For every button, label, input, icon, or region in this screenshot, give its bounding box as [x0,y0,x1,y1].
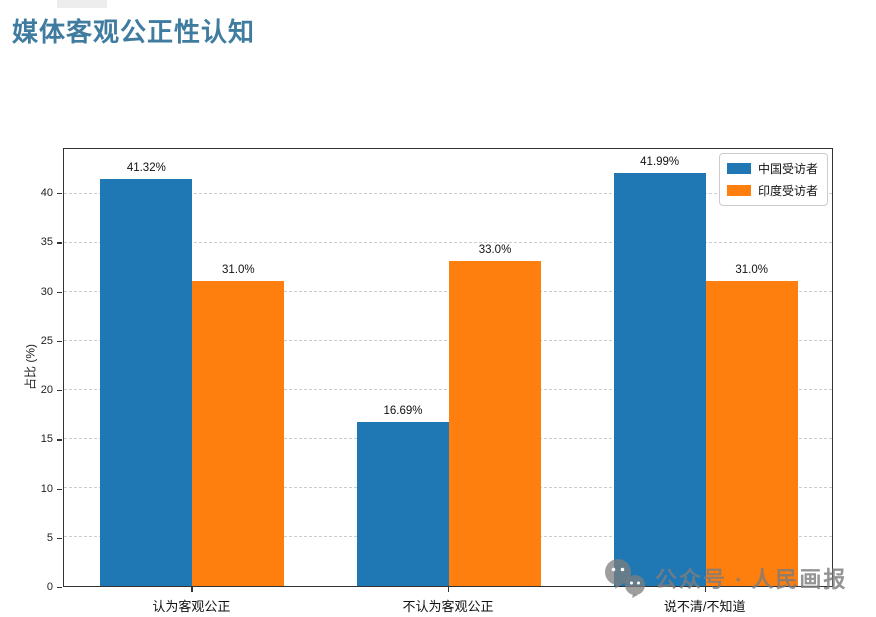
bar-value-label: 16.69% [383,404,423,417]
y-tick-mark [57,488,62,490]
y-tick-label-5: 5 [46,531,53,544]
bar-value-label: 31.0% [735,263,768,276]
x-tick-label-0: 认为客观公正 [152,599,231,614]
x-tick-mark [191,587,193,592]
legend-label: 印度受访者 [757,184,818,198]
bar-value-label: 41.32% [126,162,166,175]
bar-印度受访者-说不清/不知道 [705,280,798,586]
y-tick-label-30: 30 [40,285,53,298]
y-tick-label-0: 0 [46,581,53,593]
gridline-35 [64,242,832,244]
screenshot-artifact [57,0,107,8]
gridline-25 [64,340,832,342]
legend-label: 中国受访者 [757,162,818,176]
page-title: 媒体客观公正性认知 [12,18,256,47]
x-tick-label-2: 说不清/不知道 [663,599,746,614]
legend-item-印度受访者: 印度受访者 [726,182,818,199]
y-tick-label-15: 15 [40,433,53,446]
y-tick-label-25: 25 [40,334,53,347]
bar-印度受访者-认为客观公正 [192,280,285,586]
bar-中国受访者-不认为客观公正 [357,421,449,586]
x-tick-mark [448,587,450,592]
bar-印度受访者-不认为客观公正 [449,261,541,586]
y-tick-mark [57,439,62,441]
gridline-40 [64,193,832,195]
bar-value-label: 33.0% [478,244,512,257]
bar-中国受访者-认为客观公正 [100,179,193,586]
y-tick-label-40: 40 [40,187,53,200]
y-axis-title: 占比 (%) [23,344,38,390]
plot-area: 41.32% 31.0% 16.69% 33.0% 41.99% 31.0% 中国受访者印… [63,148,833,587]
y-tick-label-35: 35 [40,236,53,249]
bar-中国受访者-说不清/不知道 [613,172,706,586]
legend: 中国受访者印度受访者 [718,153,828,206]
bar-value-label: 31.0% [222,263,255,276]
wechat-logo-icon [605,559,645,598]
gridline-30 [64,291,832,293]
watermark-text: 公众号 · 人民画报 [655,567,848,592]
gridline-20 [64,389,832,391]
y-tick-mark [57,340,62,343]
y-tick-label-10: 10 [40,482,53,495]
y-tick-mark [57,390,62,392]
legend-swatch [726,163,751,174]
legend-item-中国受访者: 中国受访者 [726,160,818,177]
x-tick-mark [704,587,706,592]
x-tick-label-1: 不认为客观公正 [402,599,494,614]
y-tick-mark [57,291,62,293]
y-tick-mark [57,193,62,195]
y-tick-label-20: 20 [40,384,53,397]
y-tick-mark [57,587,62,589]
watermark: 公众号 · 人民画报 [602,558,847,598]
legend-swatch [726,185,751,196]
y-tick-mark [57,537,62,539]
bar-value-label: 41.99% [640,155,680,168]
y-tick-mark [57,242,62,244]
